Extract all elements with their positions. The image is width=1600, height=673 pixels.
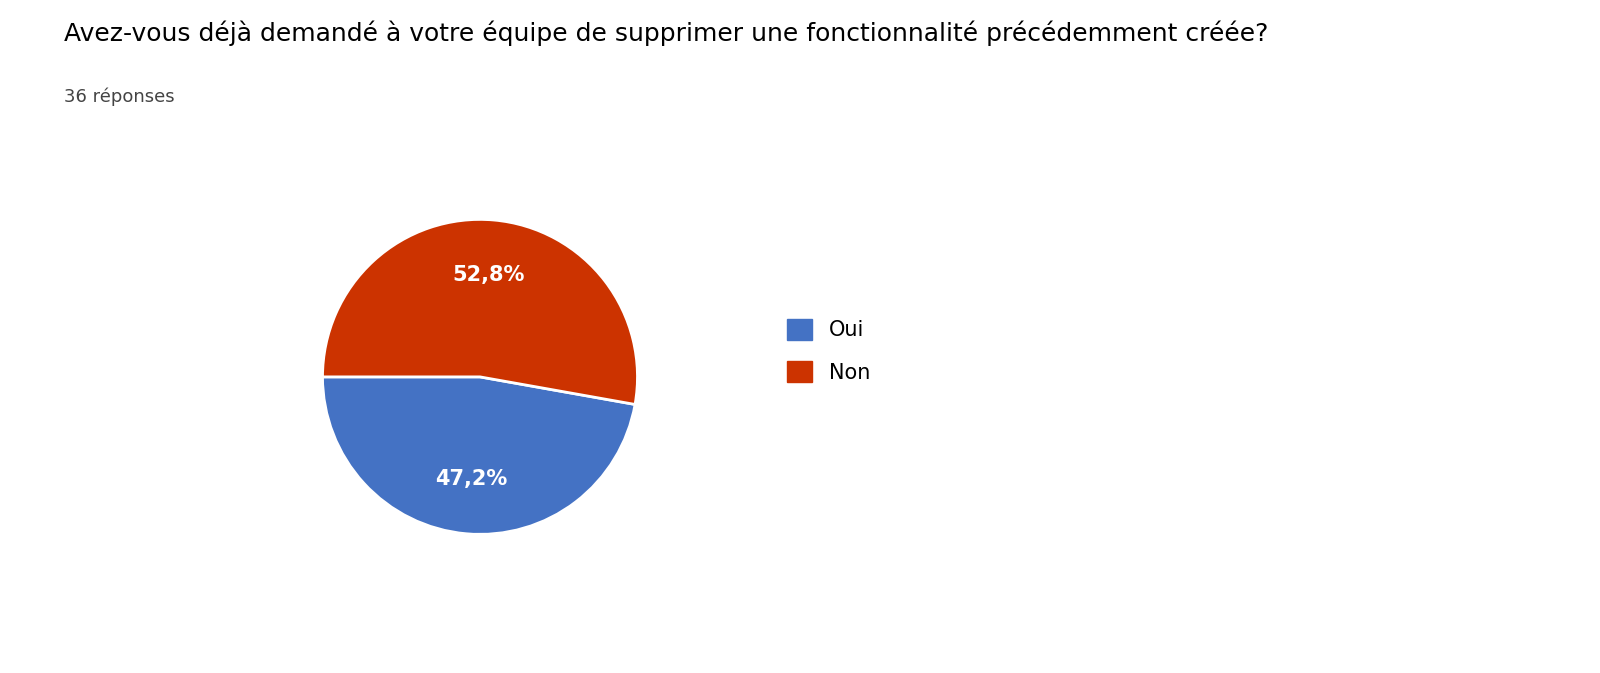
Text: 36 réponses: 36 réponses xyxy=(64,87,174,106)
Wedge shape xyxy=(323,219,637,404)
Wedge shape xyxy=(323,377,635,534)
Text: Avez-vous déjà demandé à votre équipe de supprimer une fonctionnalité précédemme: Avez-vous déjà demandé à votre équipe de… xyxy=(64,20,1269,46)
Text: 47,2%: 47,2% xyxy=(435,469,507,489)
Legend: Oui, Non: Oui, Non xyxy=(779,310,878,391)
Text: 52,8%: 52,8% xyxy=(453,265,525,285)
